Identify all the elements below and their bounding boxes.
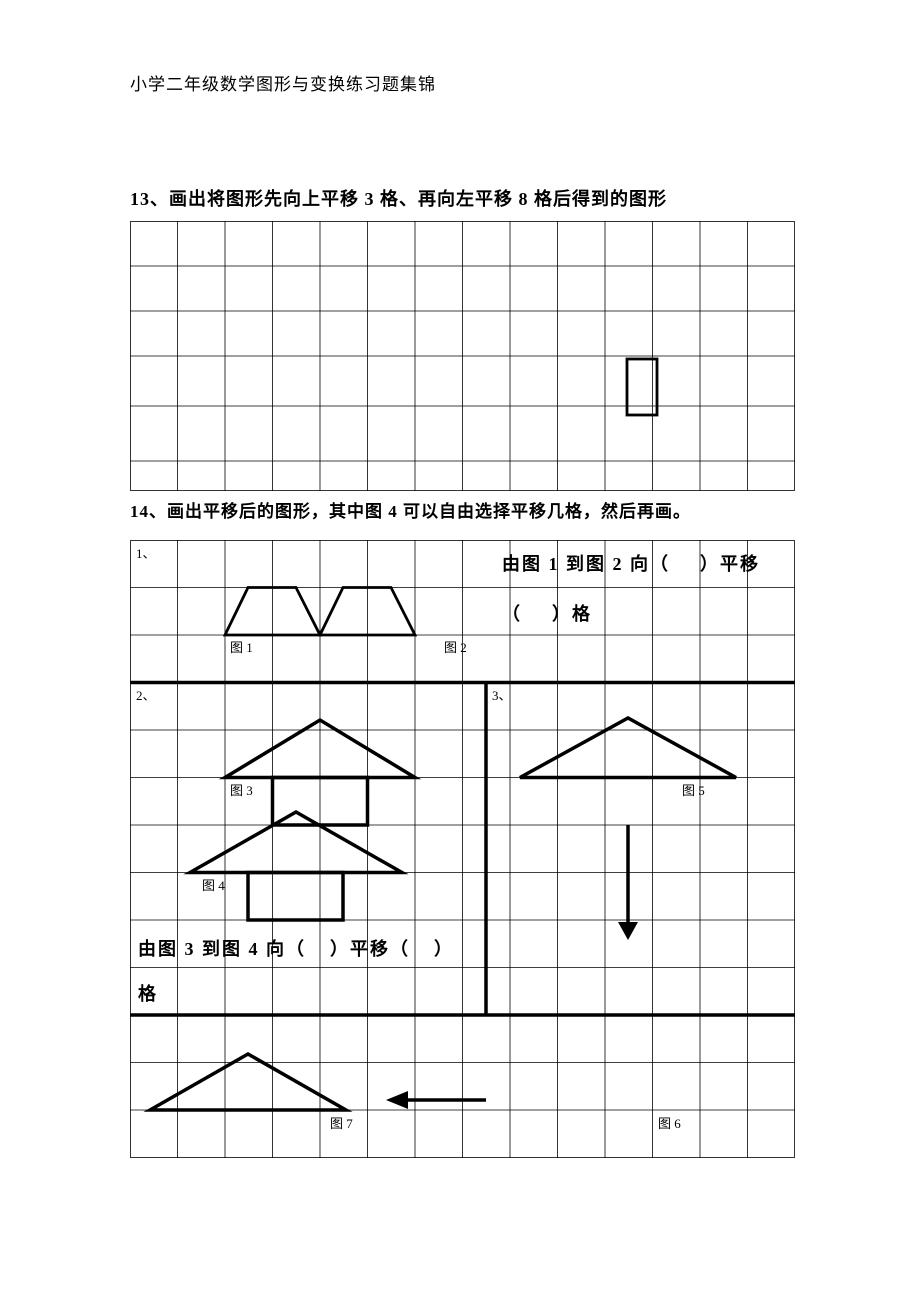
q14-text2d: 格 — [138, 983, 158, 1004]
sec3-label: 3、 — [492, 688, 512, 703]
q14-title: 14、画出平移后的图形，其中图 4 可以自由选择平移几格，然后再画。 — [130, 497, 795, 522]
q14-text2a: 由图 3 到图 4 向（）平移（） — [138, 938, 454, 959]
fig4-label: 图 4 — [202, 878, 225, 893]
fig3-label: 图 3 — [230, 783, 253, 798]
house-roof-fig4 — [190, 812, 402, 873]
q14-text1a: 由图 1 到图 2 向（）平移 — [502, 553, 760, 574]
triangle-fig5 — [520, 718, 736, 778]
fig2-label: 图 2 — [444, 640, 467, 655]
fig6-label: 图 6 — [658, 1116, 681, 1131]
fig1-label: 图 1 — [230, 640, 253, 655]
q13-grid — [130, 221, 795, 493]
q13-title: 13、画出将图形先向上平移 3 格、再向左平移 8 格后得到的图形 — [130, 185, 795, 211]
arrow-left-head — [386, 1091, 408, 1109]
house-body-fig4 — [248, 873, 343, 921]
sec1-label: 1、 — [136, 546, 156, 561]
sec2-label: 2、 — [136, 688, 156, 703]
fig5-label: 图 5 — [682, 783, 705, 798]
arrow-down-head — [618, 922, 638, 940]
page-header: 小学二年级数学图形与变换练习题集锦 — [130, 70, 795, 95]
q14-text1c: （）格 — [502, 603, 592, 624]
q14-grid: 1、 2、 3、 图 1 图 2 图 3 图 4 图 5 图 6 图 7 由图 … — [130, 540, 795, 1160]
fig7-label: 图 7 — [330, 1116, 353, 1131]
